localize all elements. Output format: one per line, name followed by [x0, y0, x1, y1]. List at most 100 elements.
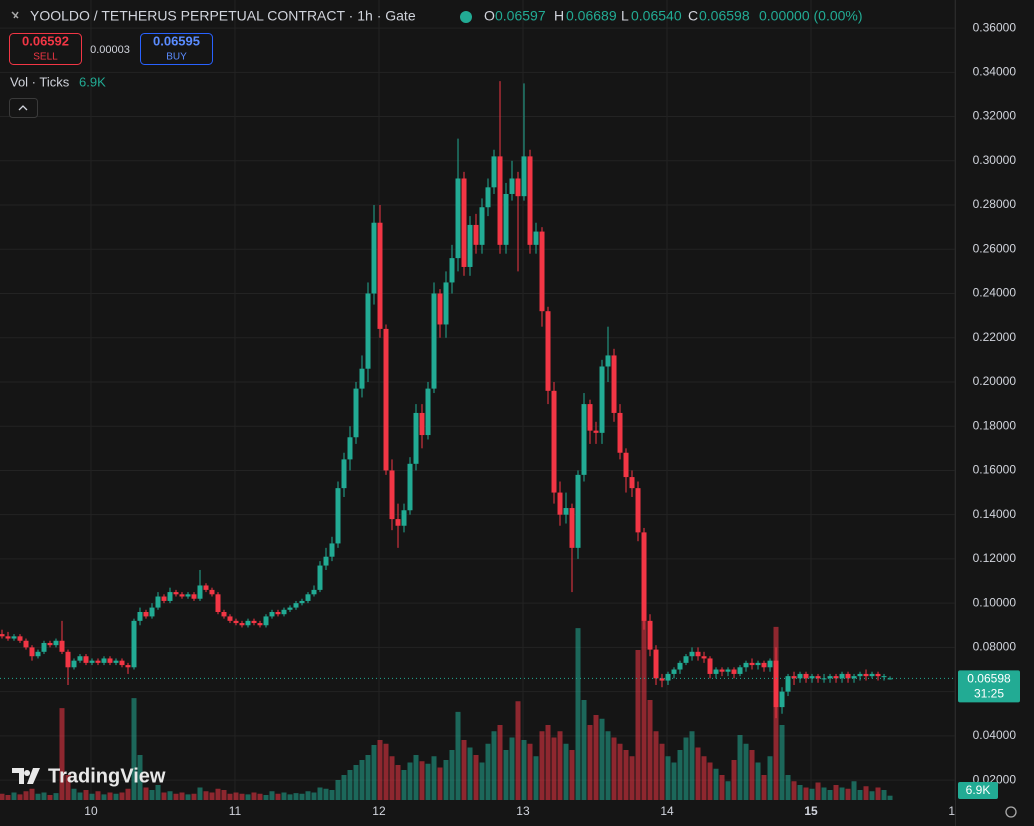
- candle-body: [17, 636, 23, 641]
- volume-bar: [695, 747, 701, 800]
- volume-label: 6.9K: [966, 783, 991, 797]
- volume-bar: [257, 793, 263, 800]
- candle-body: [311, 589, 317, 595]
- candle-body: [863, 673, 869, 677]
- candle-body: [455, 178, 461, 259]
- buy-box[interactable]: [140, 33, 213, 65]
- collapse-icon: [18, 105, 28, 111]
- volume-bar: [815, 782, 821, 800]
- candle-body: [353, 388, 359, 438]
- volume-bar: [845, 788, 851, 800]
- collapse-box[interactable]: [9, 98, 38, 118]
- candle-body: [389, 470, 395, 520]
- candle-body: [773, 660, 779, 708]
- ohlc-value: 0.06597: [495, 8, 546, 24]
- volume-bar: [227, 793, 233, 800]
- volume-bar: [359, 760, 365, 800]
- candle-body: [827, 676, 833, 679]
- candle-body: [635, 488, 641, 533]
- volume-bar: [629, 756, 635, 800]
- volume-bar: [443, 760, 449, 800]
- volume-bar: [119, 792, 125, 800]
- volume-bar: [377, 740, 383, 800]
- y-tick-label: 0.22000: [973, 330, 1017, 344]
- ohlc-value: 0.06689: [566, 8, 617, 24]
- volume-bar: [503, 750, 509, 800]
- candle-body: [605, 355, 611, 367]
- candle-body: [527, 156, 533, 245]
- candle-body: [317, 565, 323, 590]
- candle-body: [623, 452, 629, 478]
- volume-bar: [245, 794, 251, 800]
- candle-body: [107, 658, 113, 663]
- candle-body: [221, 611, 227, 617]
- candle-body: [29, 647, 35, 657]
- volume-bar: [83, 790, 89, 800]
- y-tick-label: 0.16000: [973, 463, 1017, 477]
- y-tick-label: 0.18000: [973, 418, 1017, 432]
- volume-bar: [791, 781, 797, 800]
- y-tick-label: 0.32000: [973, 109, 1017, 123]
- candle-body: [671, 669, 677, 674]
- candle-body: [365, 293, 371, 369]
- candle-body: [647, 620, 653, 650]
- chart-title: YOOLDO / TETHERUS PERPETUAL CONTRACT · 1…: [30, 8, 416, 24]
- volume-bar: [623, 750, 629, 800]
- volume-bar: [761, 775, 767, 800]
- volume-bar: [719, 775, 725, 800]
- candle-body: [491, 156, 497, 188]
- candle-body: [875, 673, 881, 677]
- volume-bar: [323, 788, 329, 800]
- candle-body: [755, 662, 761, 666]
- buy-button[interactable]: 0.06595 BUY: [140, 33, 213, 65]
- candle-body: [449, 258, 455, 283]
- x-tick-label: 13: [516, 804, 530, 818]
- candle-body: [71, 660, 77, 668]
- volume-bar: [665, 756, 671, 800]
- candle-body: [329, 543, 335, 557]
- candle-body: [641, 532, 647, 621]
- volume-bar: [683, 737, 689, 800]
- volume-bar: [671, 762, 677, 800]
- candle-body: [425, 388, 431, 436]
- volume-bar: [71, 788, 77, 800]
- volume-bar: [677, 750, 683, 800]
- volume-bar: [23, 791, 29, 800]
- volume-bar: [539, 731, 545, 800]
- candle-body: [77, 656, 83, 661]
- volume-bar: [551, 737, 557, 800]
- volume-bar: [353, 765, 359, 800]
- volume-bar: [617, 743, 623, 800]
- collapse-button[interactable]: [9, 98, 38, 118]
- candle-body: [437, 293, 443, 325]
- candle-body: [713, 669, 719, 674]
- volume-bar: [833, 785, 839, 800]
- volume-bar: [407, 762, 413, 800]
- watermark: TradingView: [12, 765, 166, 787]
- candle-body: [869, 673, 875, 677]
- volume-bar: [185, 794, 191, 800]
- volume-bar: [335, 780, 341, 800]
- candle-body: [833, 676, 839, 679]
- sell-button[interactable]: 0.06592 SELL: [9, 33, 82, 65]
- candle-body: [0, 634, 5, 637]
- candle-body: [611, 355, 617, 413]
- candle-body: [443, 282, 449, 325]
- candle-body: [683, 656, 689, 663]
- candle-body: [59, 640, 65, 652]
- ohlc-value: 0.06598: [699, 8, 750, 24]
- sell-box[interactable]: [9, 33, 82, 65]
- candle-body: [485, 187, 491, 208]
- candle-body: [419, 412, 425, 436]
- volume-bar: [137, 755, 143, 800]
- volume-bar: [461, 740, 467, 800]
- candle-body: [719, 669, 725, 672]
- candle-body: [167, 592, 173, 601]
- volume-bar: [455, 711, 461, 800]
- y-tick-label: 0.20000: [973, 374, 1017, 388]
- candle-body: [239, 623, 245, 626]
- candle-body: [431, 293, 437, 389]
- volume-bar: [215, 788, 221, 800]
